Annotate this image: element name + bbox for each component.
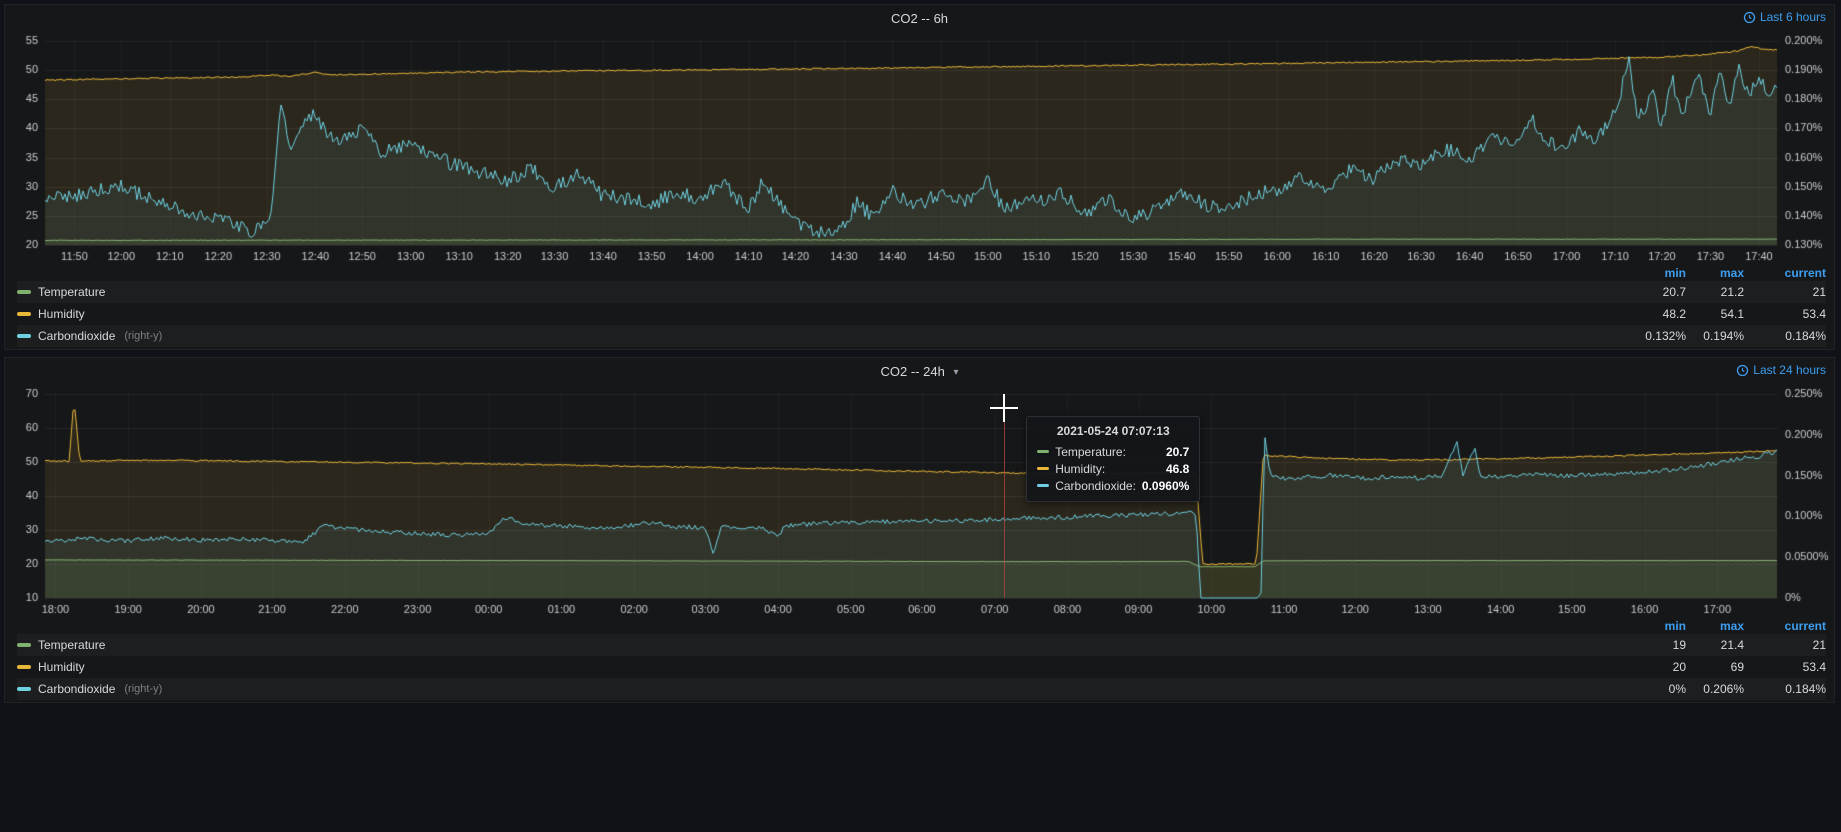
tooltip-label: Carbondioxide: (1055, 479, 1136, 493)
series-name[interactable]: Carbondioxide (38, 329, 115, 343)
legend-min-value: 20 (1628, 660, 1686, 674)
clock-icon (1736, 364, 1749, 377)
series-toggle-marker[interactable] (17, 334, 31, 338)
legend-sort-current[interactable]: current (1744, 266, 1826, 280)
legend-min-value: 48.2 (1628, 307, 1686, 321)
series-marker (1037, 484, 1049, 487)
timeseries-chart[interactable] (5, 386, 1834, 618)
panel-co2-24h: CO2 -- 24h ▾ Last 24 hours 2021-05-24 07… (4, 357, 1835, 703)
series-name[interactable]: Temperature (38, 638, 105, 652)
tooltip-row: Carbondioxide: 0.0960% (1037, 477, 1189, 494)
legend-current-value: 0.184% (1744, 682, 1826, 696)
legend-max-value: 21.4 (1686, 638, 1744, 652)
series-name[interactable]: Carbondioxide (38, 682, 115, 696)
crosshair-line (1004, 394, 1005, 598)
legend-sort-min[interactable]: min (1628, 619, 1686, 633)
chart-area[interactable] (5, 33, 1834, 265)
legend-current-value: 53.4 (1744, 660, 1826, 674)
legend-row-carbondioxide: Carbondioxide (right-y) 0.132% 0.194% 0.… (17, 325, 1826, 347)
tooltip-value: 46.8 (1166, 462, 1189, 476)
panel-title-text: CO2 -- 24h (881, 364, 945, 379)
legend-row-carbondioxide: Carbondioxide (right-y) 0% 0.206% 0.184% (17, 678, 1826, 700)
series-axis-suffix: (right-y) (124, 683, 162, 695)
legend-sort-min[interactable]: min (1628, 266, 1686, 280)
time-range-label: Last 24 hours (1753, 363, 1826, 377)
legend-row-humidity: Humidity 48.2 54.1 53.4 (17, 303, 1826, 325)
series-name[interactable]: Humidity (38, 660, 85, 674)
legend-row-temperature: Temperature 20.7 21.2 21 (17, 281, 1826, 303)
tooltip-value: 20.7 (1166, 445, 1189, 459)
chart-area[interactable]: 2021-05-24 07:07:13 Temperature: 20.7 Hu… (5, 386, 1834, 618)
time-range-label: Last 6 hours (1760, 10, 1826, 24)
legend-sort-max[interactable]: max (1686, 619, 1744, 633)
legend-current-value: 53.4 (1744, 307, 1826, 321)
clock-icon (1743, 11, 1756, 24)
tooltip-label: Temperature: (1055, 445, 1160, 459)
tooltip-row: Humidity: 46.8 (1037, 460, 1189, 477)
tooltip: 2021-05-24 07:07:13 Temperature: 20.7 Hu… (1026, 416, 1200, 502)
legend-sort-max[interactable]: max (1686, 266, 1744, 280)
timeseries-chart[interactable] (5, 33, 1834, 265)
panel-title[interactable]: CO2 -- 6h (5, 11, 1834, 26)
legend-row-humidity: Humidity 20 69 53.4 (17, 656, 1826, 678)
tooltip-label: Humidity: (1055, 462, 1160, 476)
legend-current-value: 0.184% (1744, 329, 1826, 343)
series-toggle-marker[interactable] (17, 687, 31, 691)
legend-sort-current[interactable]: current (1744, 619, 1826, 633)
legend: min max current Temperature 20.7 21.2 21… (5, 265, 1834, 347)
time-range-link[interactable]: Last 6 hours (1743, 10, 1826, 24)
series-marker (1037, 450, 1049, 453)
series-toggle-marker[interactable] (17, 643, 31, 647)
series-toggle-marker[interactable] (17, 665, 31, 669)
series-name[interactable]: Humidity (38, 307, 85, 321)
series-toggle-marker[interactable] (17, 290, 31, 294)
legend-row-temperature: Temperature 19 21.4 21 (17, 634, 1826, 656)
legend-max-value: 0.194% (1686, 329, 1744, 343)
legend-header-row: min max current (17, 618, 1826, 634)
series-marker (1037, 467, 1049, 470)
panel-co2-6h: CO2 -- 6h Last 6 hours min max current T… (4, 4, 1835, 350)
time-range-link[interactable]: Last 24 hours (1736, 363, 1826, 377)
legend-max-value: 0.206% (1686, 682, 1744, 696)
legend-min-value: 0% (1628, 682, 1686, 696)
legend-max-value: 54.1 (1686, 307, 1744, 321)
legend-header-row: min max current (17, 265, 1826, 281)
legend-max-value: 69 (1686, 660, 1744, 674)
panel-title-text: CO2 -- 6h (891, 11, 948, 26)
legend-min-value: 20.7 (1628, 285, 1686, 299)
crosshair-cursor (990, 394, 1018, 422)
panel-header: CO2 -- 24h ▾ Last 24 hours (5, 358, 1834, 386)
panel-title[interactable]: CO2 -- 24h ▾ (5, 364, 1834, 379)
legend-max-value: 21.2 (1686, 285, 1744, 299)
legend-min-value: 0.132% (1628, 329, 1686, 343)
series-toggle-marker[interactable] (17, 312, 31, 316)
series-axis-suffix: (right-y) (124, 330, 162, 342)
legend-current-value: 21 (1744, 285, 1826, 299)
legend-current-value: 21 (1744, 638, 1826, 652)
tooltip-timestamp: 2021-05-24 07:07:13 (1037, 424, 1189, 438)
tooltip-value: 0.0960% (1142, 479, 1189, 493)
chevron-down-icon: ▾ (953, 367, 958, 378)
tooltip-row: Temperature: 20.7 (1037, 443, 1189, 460)
legend: min max current Temperature 19 21.4 21 H… (5, 618, 1834, 700)
panel-header: CO2 -- 6h Last 6 hours (5, 5, 1834, 33)
series-name[interactable]: Temperature (38, 285, 105, 299)
legend-min-value: 19 (1628, 638, 1686, 652)
